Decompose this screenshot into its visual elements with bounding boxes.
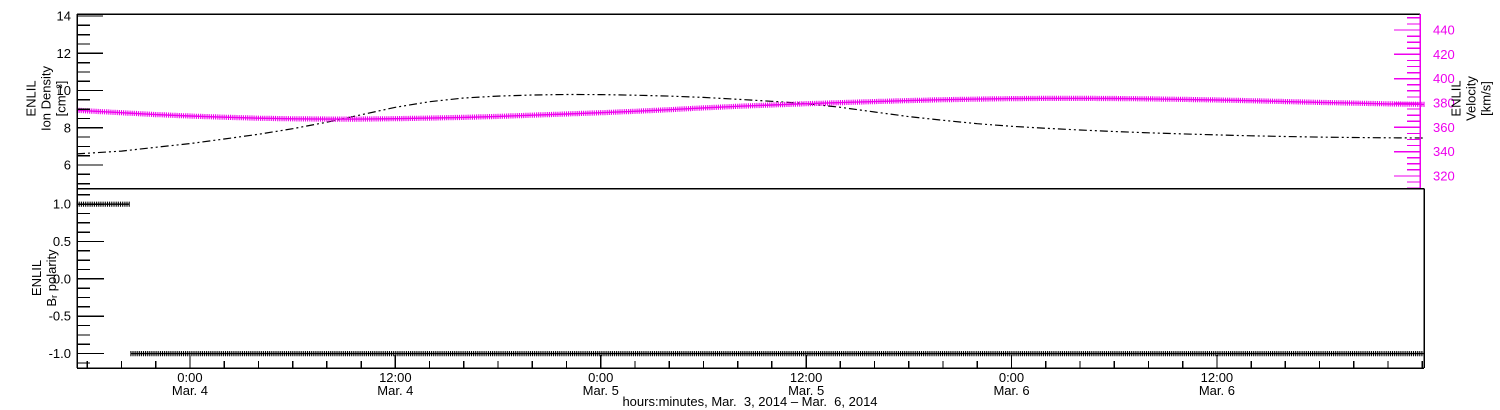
svg-text:Mar. 6: Mar. 6	[1199, 383, 1235, 398]
svg-text:0:00: 0:00	[999, 370, 1024, 385]
svg-text:0.0: 0.0	[53, 271, 71, 286]
svg-text:0:00: 0:00	[588, 370, 613, 385]
top-left-axis-title: ENLIL Ion Density [cm⁻³]	[24, 38, 69, 158]
svg-text:8: 8	[64, 120, 71, 135]
polarity-axis-ticks: 1.0 0.5 0.0 -0.5 -1.0	[49, 194, 104, 364]
svg-text:-1.0: -1.0	[49, 346, 71, 361]
enlil-velocity-series	[76, 95, 1425, 122]
density-axis-ticks: 14 12 10 8 6	[57, 9, 103, 185]
svg-text:1.0: 1.0	[53, 197, 71, 212]
axis-title-line: ENLIL	[23, 79, 39, 117]
svg-text:340: 340	[1433, 144, 1455, 159]
svg-text:12:00: 12:00	[379, 370, 412, 385]
svg-text:Mar. 4: Mar. 4	[377, 383, 413, 398]
bottom-left-axis-title: ENLIL Bᵣ polarity	[29, 218, 59, 338]
svg-text:400: 400	[1433, 71, 1455, 86]
svg-text:420: 420	[1433, 47, 1455, 62]
svg-text:12:00: 12:00	[790, 370, 823, 385]
svg-text:-0.5: -0.5	[49, 309, 71, 324]
svg-text:Mar. 5: Mar. 5	[788, 383, 824, 398]
axis-title-line: ENLIL	[1448, 79, 1464, 117]
svg-text:12:00: 12:00	[1201, 370, 1234, 385]
svg-text:440: 440	[1433, 23, 1455, 38]
svg-text:6: 6	[64, 158, 71, 173]
svg-text:14: 14	[57, 9, 71, 24]
svg-text:360: 360	[1433, 120, 1455, 135]
x-axis-title: hours:minutes, Mar. 3, 2014 – Mar. 6, 20…	[622, 394, 878, 409]
svg-text:0.5: 0.5	[53, 234, 71, 249]
svg-text:Mar. 6: Mar. 6	[993, 383, 1029, 398]
svg-text:12: 12	[57, 46, 71, 61]
svg-text:Mar. 4: Mar. 4	[172, 383, 208, 398]
right-axis-title: ENLIL Velocity [km/s]	[1449, 38, 1494, 158]
svg-text:320: 320	[1433, 168, 1455, 183]
enlil-ion-density-series	[76, 93, 1425, 155]
axis-title-line: [km/s]	[1478, 80, 1494, 116]
axis-title-line: Velocity	[1463, 75, 1479, 121]
axis-title-line: Bᵣ polarity	[44, 249, 59, 307]
velocity-axis-ticks: 440 420 400 380 360 340 320	[1394, 17, 1455, 189]
axis-title-line: [cm⁻³]	[53, 80, 69, 116]
series-layer	[76, 93, 1425, 357]
panel-frames	[76, 13, 1425, 369]
axis-title-line: Ion Density	[38, 65, 54, 131]
svg-text:0:00: 0:00	[177, 370, 202, 385]
svg-text:10: 10	[57, 83, 71, 98]
axis-title-line: ENLIL	[29, 259, 44, 297]
svg-text:Mar. 5: Mar. 5	[583, 383, 619, 398]
svg-text:380: 380	[1433, 96, 1455, 111]
enlil-br-polarity-series	[76, 201, 1425, 357]
